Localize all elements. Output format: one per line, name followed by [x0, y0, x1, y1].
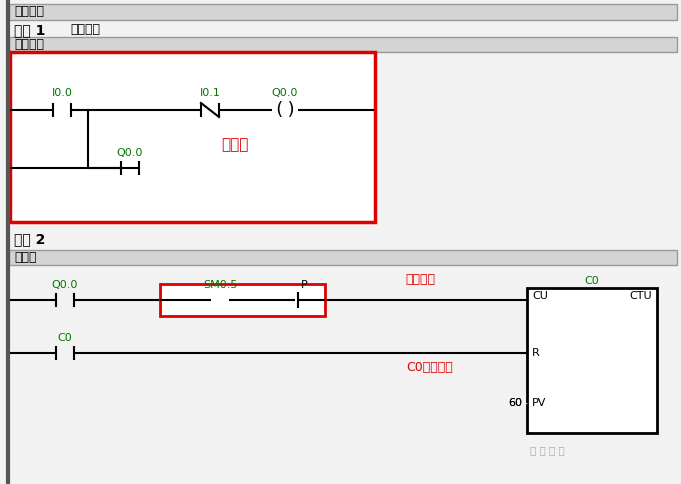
Text: 网络标题: 网络标题 — [70, 23, 100, 36]
Text: R: R — [532, 348, 540, 358]
Text: PV: PV — [532, 398, 546, 408]
Text: 60: 60 — [508, 398, 522, 408]
Text: P: P — [301, 280, 308, 290]
Text: CTU: CTU — [629, 291, 652, 301]
Text: I0.0: I0.0 — [52, 88, 72, 98]
Text: 网络注释: 网络注释 — [14, 38, 44, 51]
Bar — [9, 250, 677, 265]
Text: 60: 60 — [508, 398, 522, 408]
Text: 秒统计: 秒统计 — [14, 251, 37, 264]
Bar — [527, 288, 657, 433]
Text: Q0.0: Q0.0 — [117, 148, 143, 158]
Text: C0: C0 — [584, 276, 599, 286]
Bar — [9, 4, 677, 20]
Text: I0.1: I0.1 — [200, 88, 221, 98]
Text: CU: CU — [532, 291, 548, 301]
Text: C0: C0 — [58, 333, 72, 343]
Text: Q0.0: Q0.0 — [52, 280, 78, 290]
Text: ): ) — [285, 101, 296, 119]
Text: Q0.0: Q0.0 — [272, 88, 298, 98]
Text: C0统计分钟: C0统计分钟 — [407, 361, 454, 374]
Text: 程序注释: 程序注释 — [14, 5, 44, 18]
Text: SM0.5: SM0.5 — [203, 280, 237, 290]
Text: (: ( — [274, 101, 285, 119]
Text: 网络 1: 网络 1 — [14, 23, 46, 37]
Text: 每秒计次: 每秒计次 — [405, 273, 435, 286]
Bar — [9, 37, 677, 52]
Text: 网络 2: 网络 2 — [14, 232, 46, 246]
Bar — [160, 284, 325, 316]
Text: 电 工 天 下: 电 工 天 下 — [530, 445, 565, 455]
Text: 起保停: 起保停 — [221, 137, 249, 152]
Bar — [10, 52, 375, 222]
